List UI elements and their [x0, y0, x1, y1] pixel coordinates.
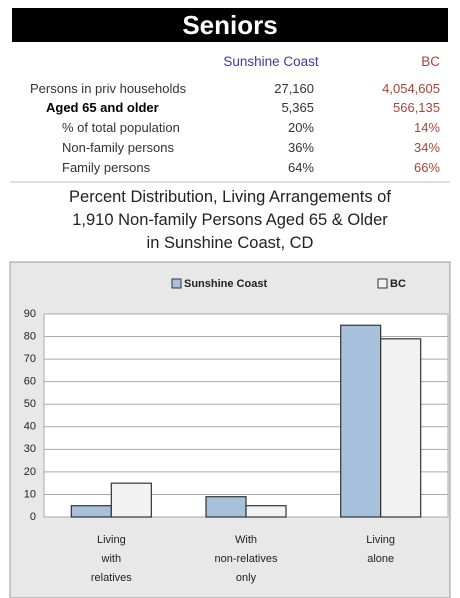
cell: 20%: [287, 120, 314, 135]
x-tick-label: Living alone: [366, 534, 395, 565]
row-label: Family persons: [62, 160, 151, 175]
cell: 4,054,605: [382, 81, 440, 96]
header-title: Seniors: [12, 8, 448, 42]
cell: 66%: [413, 160, 440, 175]
x-tick-label: Living with relatives: [91, 534, 132, 584]
chart-title: Percent Distribution, Living Arrangement…: [69, 188, 391, 206]
cell: 566,135: [393, 100, 440, 115]
y-tick-label: 10: [24, 488, 36, 500]
y-tick-label: 90: [24, 308, 36, 320]
y-tick-label: 50: [24, 398, 36, 410]
cell: 34%: [413, 140, 440, 155]
cell: 36%: [287, 140, 314, 155]
cell: 27,160: [274, 81, 314, 96]
legend-swatch: [377, 278, 388, 289]
y-tick-label: 0: [30, 511, 36, 523]
cell: 64%: [287, 160, 314, 175]
chart-title: in Sunshine Coast, CD: [146, 234, 314, 252]
cell: 5,365: [281, 100, 314, 115]
legend-swatch: [171, 278, 182, 289]
row-label: Non-family persons: [62, 140, 174, 155]
bar: [110, 482, 152, 518]
y-tick-label: 40: [24, 421, 36, 433]
row-label: Persons in priv households: [30, 81, 187, 96]
legend-label: Sunshine Coast: [184, 278, 267, 290]
x-tick-label: With non-relatives only: [215, 534, 278, 584]
bar: [205, 496, 247, 518]
y-tick-label: 80: [24, 330, 36, 342]
y-tick-label: 70: [24, 353, 36, 365]
bar: [245, 505, 287, 518]
y-tick-label: 20: [24, 466, 36, 478]
column-header: Sunshine Coast: [223, 54, 319, 69]
bar: [70, 505, 112, 518]
y-tick-label: 60: [24, 376, 36, 388]
bar: [380, 338, 422, 518]
row-label: Aged 65 and older: [46, 100, 159, 115]
column-header: BC: [421, 54, 440, 69]
chart-title: 1,910 Non-family Persons Aged 65 & Older: [72, 211, 388, 229]
bar: [340, 324, 382, 518]
y-tick-label: 30: [24, 443, 36, 455]
row-label: % of total population: [62, 120, 180, 135]
legend-label: BC: [390, 278, 406, 290]
cell: 14%: [413, 120, 440, 135]
